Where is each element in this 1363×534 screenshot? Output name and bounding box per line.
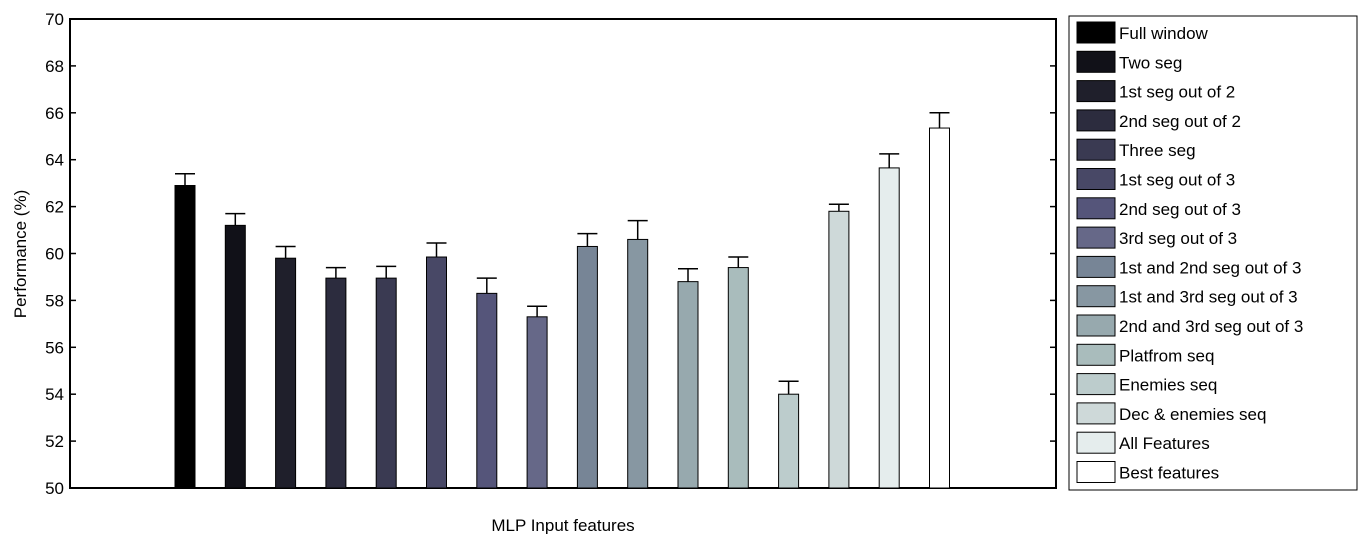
legend-swatch	[1076, 431, 1116, 454]
legend-label: Two seg	[1119, 53, 1182, 72]
bar-4	[325, 277, 347, 489]
legend-label: Full window	[1119, 24, 1209, 43]
legend-label: All Features	[1119, 434, 1210, 453]
legend: Full window Two seg 1st seg out of 2 2nd se…	[1068, 15, 1358, 491]
legend-swatch	[1076, 373, 1116, 396]
legend-swatch	[1076, 255, 1116, 278]
bar-8	[526, 316, 548, 489]
legend-label: 1st seg out of 3	[1119, 171, 1235, 190]
bar-15	[878, 167, 900, 489]
y-tick-label: 64	[45, 151, 64, 170]
legend-label: 3rd seg out of 3	[1119, 229, 1237, 248]
legend-swatch	[1076, 197, 1116, 220]
y-tick-label: 54	[45, 385, 64, 404]
legend-swatch	[1076, 402, 1116, 425]
bar-14	[828, 210, 850, 489]
legend-box	[1068, 15, 1358, 491]
y-tick-label: 50	[45, 479, 64, 498]
legend-label: Dec & enemies seq	[1119, 405, 1266, 424]
legend-swatch	[1076, 314, 1116, 337]
bar-12	[727, 267, 749, 489]
y-tick-label: 56	[45, 338, 64, 357]
legend-swatch	[1076, 138, 1116, 161]
legend-label: Three seg	[1119, 141, 1196, 160]
y-axis-ticks: 50 52 54 56 58 60 62 64 66 68 70	[45, 10, 1056, 498]
y-tick-label: 68	[45, 57, 64, 76]
legend-label: Platfrom seq	[1119, 346, 1214, 365]
legend-label: 2nd seg out of 3	[1119, 200, 1241, 219]
y-tick-label: 66	[45, 104, 64, 123]
legend-label: Enemies seq	[1119, 376, 1217, 395]
y-tick-label: 58	[45, 291, 64, 310]
bar-10	[627, 238, 649, 489]
legend-label: 2nd and 3rd seg out of 3	[1119, 317, 1303, 336]
legend-swatch	[1076, 226, 1116, 249]
legend-label: 2nd seg out of 2	[1119, 112, 1241, 131]
x-axis-title: MLP Input features	[491, 516, 634, 534]
bar-5	[375, 277, 397, 489]
bars	[174, 127, 950, 489]
bar-3	[275, 257, 297, 489]
bar-13	[778, 393, 800, 489]
legend-swatch	[1076, 343, 1116, 366]
legend-swatch	[1076, 285, 1116, 308]
y-tick-label: 52	[45, 432, 64, 451]
bar-2	[224, 224, 246, 489]
y-tick-label: 62	[45, 198, 64, 217]
bar-9	[576, 245, 598, 489]
legend-label: 1st and 3rd seg out of 3	[1119, 288, 1298, 307]
legend-swatch	[1076, 461, 1116, 483]
bar-7	[476, 292, 498, 489]
legend-label: 1st seg out of 2	[1119, 83, 1235, 102]
bar-6	[426, 256, 447, 489]
plot-area	[69, 18, 1057, 489]
y-tick-label: 70	[45, 10, 64, 29]
legend-label: 1st and 2nd seg out of 3	[1119, 258, 1301, 277]
bar-1	[174, 184, 196, 489]
y-tick-label: 60	[45, 245, 64, 264]
legend-swatch	[1076, 80, 1116, 103]
y-axis-title: Performance (%)	[11, 190, 30, 318]
legend-items: Full window Two seg 1st seg out of 2 2nd se…	[1076, 21, 1303, 483]
legend-swatch	[1076, 21, 1116, 44]
legend-swatch	[1076, 50, 1116, 73]
legend-swatch	[1076, 109, 1116, 132]
bar-11	[677, 281, 699, 489]
bar-16	[929, 127, 950, 489]
legend-swatch	[1076, 168, 1116, 190]
error-bars	[175, 112, 950, 395]
legend-label: Best features	[1119, 464, 1219, 483]
